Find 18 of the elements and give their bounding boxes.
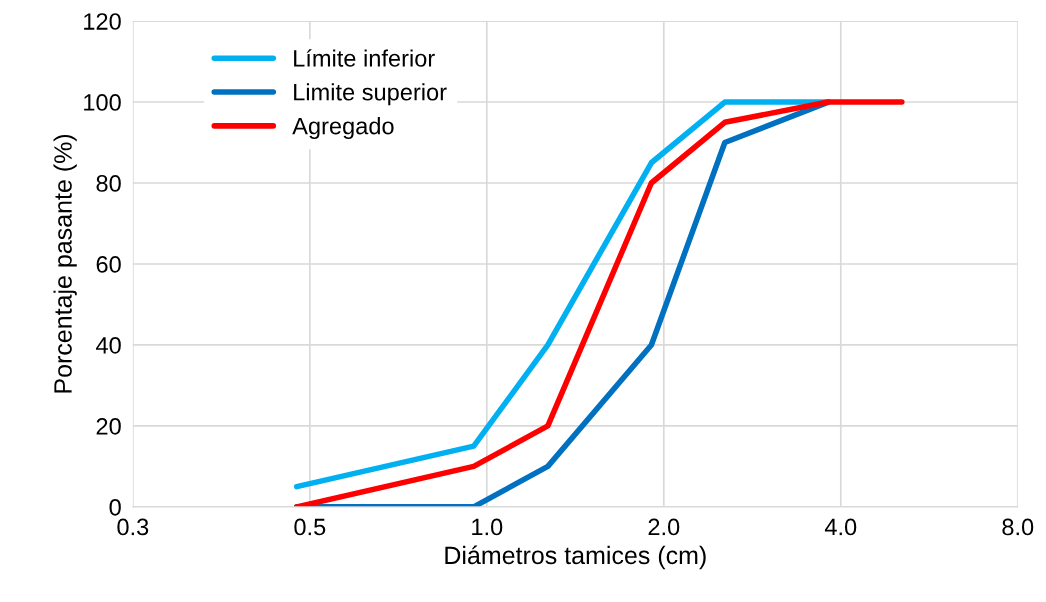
y-tick-label: 60	[96, 256, 121, 273]
y-axis-title: Porcentaje pasante (%)	[53, 134, 77, 393]
x-tick-label: 2.0	[648, 518, 680, 536]
y-tick-label: 40	[96, 337, 121, 354]
x-tick-label: 1.0	[472, 518, 503, 536]
y-tick-label: 0	[109, 498, 121, 516]
x-tick-label: 8.0	[1002, 518, 1034, 536]
x-tick-label: 0.3	[117, 518, 149, 536]
y-tick-label: 80	[96, 175, 121, 192]
y-tick-label: 100	[84, 94, 121, 111]
x-tick-label: 4.0	[824, 518, 857, 536]
x-axis-title: Diámetros tamices (cm)	[445, 545, 706, 570]
legend-label: Límite inferior	[294, 49, 435, 67]
x-tick-label: 0.5	[294, 518, 326, 536]
legend-label: Limite superior	[294, 83, 447, 106]
y-tick-label: 20	[96, 417, 121, 435]
legend-label: Agregado	[292, 117, 394, 140]
y-tick-label: 120	[84, 13, 121, 30]
